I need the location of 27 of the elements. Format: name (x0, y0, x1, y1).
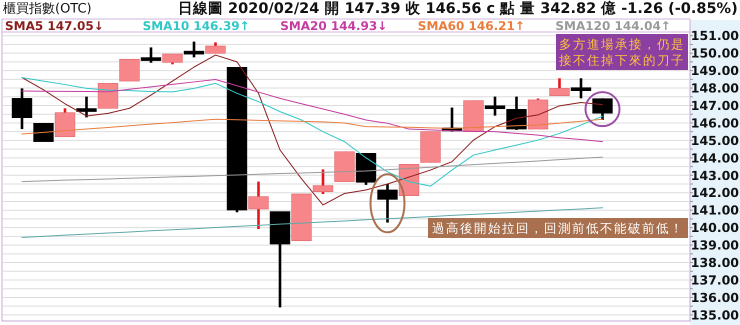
y-tick-label: 145.00 (690, 132, 740, 148)
y-tick-label: 146.00 (690, 115, 740, 130)
y-tick-label: 151.00 (690, 28, 740, 44)
y-tick-label: 143.00 (690, 168, 740, 183)
y-tick-label: 148.00 (690, 80, 740, 96)
chart-subtitle: 日線圖 2020/02/24 開 147.39 收 146.56 c 點 量 342.82 億 -1.26 (-0.85%) (178, 0, 738, 17)
text: SMA120 144.04↑ (555, 19, 671, 33)
y-tick-label: 140.00 (690, 220, 740, 236)
y-tick-label: 135.00 (690, 307, 740, 322)
y-tick-label: 150.00 (690, 46, 740, 61)
text: SMA20 144.93↓ (280, 19, 388, 33)
text: SMA60 146.21↑ (418, 19, 525, 33)
annotation: 過高後開始拉回，回測前低不能破前低！ (432, 220, 684, 236)
y-tick-label: 142.00 (690, 185, 740, 200)
y-tick-label: 147.00 (690, 98, 740, 113)
chart-title: 櫃買指數(OTC) (3, 2, 92, 16)
y-tick-label: 144.00 (690, 150, 740, 166)
text: SMA10 146.39↑ (142, 19, 250, 33)
y-tick-label: 136.00 (690, 290, 740, 305)
y-tick-label: 139.00 (690, 238, 740, 253)
y-tick-label: 138.00 (690, 255, 740, 270)
annotation: 多方進場承接，仍是接不住掉下來的刀子 (556, 34, 688, 70)
text: SMA5 147.05↓ (5, 19, 104, 33)
y-tick-label: 137.00 (690, 272, 740, 288)
y-tick-label: 141.00 (690, 202, 740, 218)
y-tick-label: 149.00 (690, 63, 740, 78)
annotation: 過高後開始拉回，回測前低不能破前低！ (428, 218, 688, 238)
